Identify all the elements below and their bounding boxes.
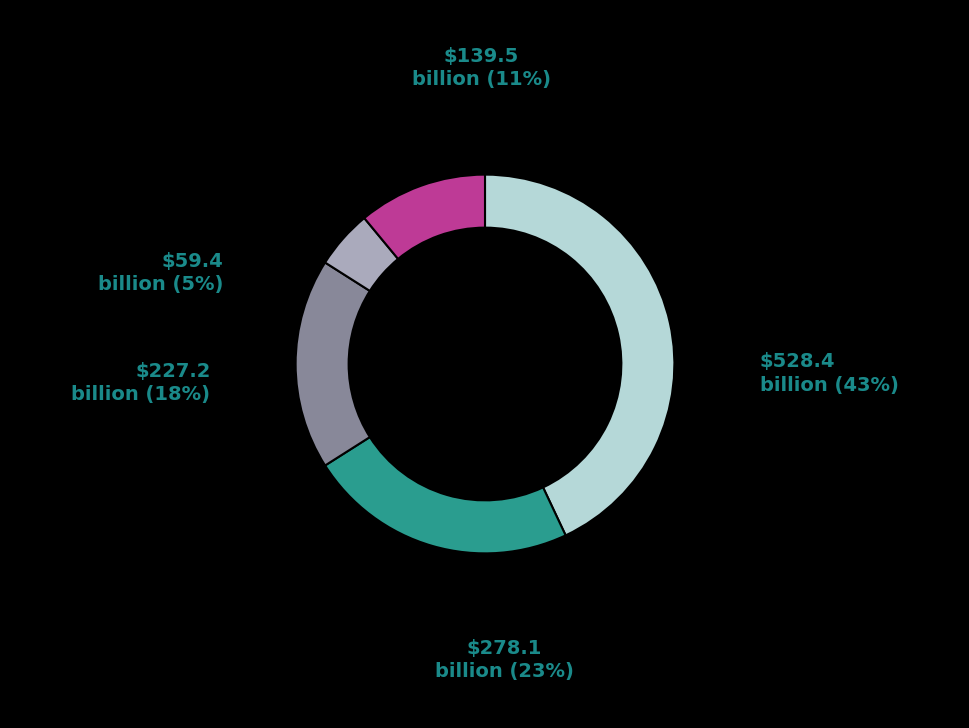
Wedge shape — [364, 175, 484, 259]
Wedge shape — [325, 218, 397, 291]
Text: $528.4
billion (43%): $528.4 billion (43%) — [759, 352, 897, 395]
Wedge shape — [484, 175, 673, 535]
Wedge shape — [325, 437, 565, 553]
Text: $278.1
billion (23%): $278.1 billion (23%) — [434, 638, 573, 681]
Wedge shape — [296, 263, 369, 465]
Text: $59.4
billion (5%): $59.4 billion (5%) — [98, 252, 224, 294]
Text: $139.5
billion (11%): $139.5 billion (11%) — [411, 47, 550, 90]
Text: $227.2
billion (18%): $227.2 billion (18%) — [72, 362, 210, 404]
